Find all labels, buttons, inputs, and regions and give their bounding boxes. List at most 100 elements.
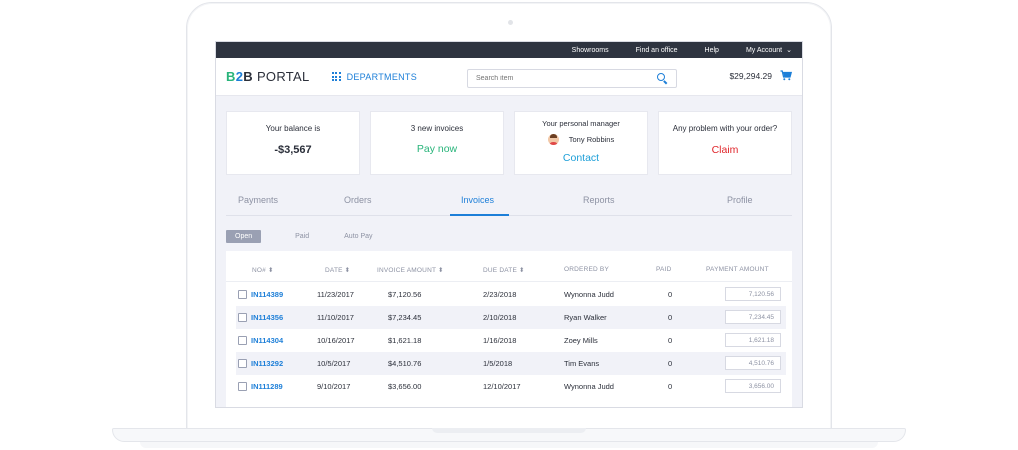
- header-ordered-by: ORDERED BY: [564, 266, 609, 273]
- invoice-amount: $4,510.76: [388, 359, 422, 368]
- header-date[interactable]: DATE ⬍: [325, 267, 351, 274]
- claim-link[interactable]: Claim: [711, 144, 739, 156]
- tab-orders[interactable]: Orders: [344, 195, 372, 205]
- logo[interactable]: B2B PORTAL: [226, 69, 310, 84]
- grid-icon: [331, 72, 341, 81]
- row-checkbox[interactable]: [238, 336, 247, 345]
- contact-link[interactable]: Contact: [562, 152, 600, 164]
- invoice-number-link[interactable]: IN111289: [251, 382, 283, 391]
- search-input[interactable]: [476, 75, 646, 82]
- my-account-label: My Account: [745, 47, 783, 54]
- active-tab-indicator: [450, 214, 509, 216]
- departments-label: DEPARTMENTS: [346, 71, 418, 82]
- cart-total: $29,294.29: [729, 70, 772, 81]
- main-tabs: Payments Orders Invoices Reports Profile: [226, 186, 792, 216]
- balance-label: Your balance is: [265, 124, 321, 133]
- camera-dot: [508, 20, 513, 25]
- invoice-date: 11/23/2017: [317, 290, 354, 299]
- pay-now-link[interactable]: Pay now: [416, 143, 458, 155]
- my-account-menu[interactable]: My Account ⌄: [746, 46, 792, 54]
- tab-reports[interactable]: Reports: [583, 195, 615, 205]
- header-divider: [226, 281, 792, 282]
- due-date: 2/10/2018: [483, 313, 517, 322]
- payment-amount-field[interactable]: [725, 310, 781, 324]
- payment-amount-field[interactable]: [725, 379, 781, 393]
- search-icon[interactable]: [657, 73, 668, 85]
- problem-label: Any problem with your order?: [672, 124, 778, 133]
- tab-payments[interactable]: Payments: [238, 195, 279, 205]
- invoice-date: 10/16/2017: [317, 336, 355, 345]
- showrooms-link[interactable]: Showrooms: [571, 46, 609, 54]
- subtab-paid[interactable]: Paid: [295, 233, 310, 240]
- paid-value: 0: [668, 359, 673, 368]
- avatar: [547, 134, 559, 145]
- invoice-filter-tabs: Open Paid Auto Pay: [216, 230, 802, 243]
- tab-invoices[interactable]: Invoices: [461, 195, 495, 205]
- row-checkbox[interactable]: [238, 359, 247, 368]
- invoices-table: NO# ⬍ DATE ⬍ INVOICE AMOUNT ⬍ DUE DATE ⬍…: [226, 251, 792, 407]
- paid-value: 0: [668, 290, 673, 299]
- row-checkbox[interactable]: [238, 382, 247, 391]
- balance-card: Your balance is -$3,567: [226, 111, 360, 175]
- laptop-shadow: [140, 442, 878, 448]
- due-date: 1/5/2018: [483, 359, 513, 368]
- chevron-down-icon: ⌄: [786, 47, 792, 54]
- header-paid: PAID: [656, 266, 672, 273]
- subtab-auto-pay[interactable]: Auto Pay: [344, 233, 373, 240]
- manager-name: Tony Robbins: [568, 135, 615, 144]
- invoices-card: 3 new invoices Pay now: [370, 111, 504, 175]
- paid-value: 0: [668, 336, 673, 345]
- invoice-number-link[interactable]: IN114389: [251, 290, 284, 299]
- subtab-open[interactable]: Open: [226, 230, 262, 243]
- ordered-by: Tim Evans: [564, 359, 600, 368]
- manager-row: Tony Robbins: [515, 134, 647, 145]
- invoice-amount: $1,621.18: [388, 336, 422, 345]
- screen: Showrooms Find an office Help My Account…: [215, 41, 803, 408]
- paid-value: 0: [668, 313, 673, 322]
- balance-value: -$3,567: [274, 144, 312, 156]
- table-row: IN114389 11/23/2017 $7,120.56 2/23/2018 …: [236, 283, 786, 306]
- table-row: IN113292 10/5/2017 $4,510.76 1/5/2018 Ti…: [236, 352, 786, 375]
- due-date: 1/16/2018: [483, 336, 517, 345]
- header-no[interactable]: NO# ⬍: [252, 267, 274, 274]
- ordered-by: Wynonna Judd: [564, 290, 614, 299]
- table-row: IN114356 11/10/2017 $7,234.45 2/10/2018 …: [236, 306, 786, 329]
- header-due-date[interactable]: DUE DATE ⬍: [483, 267, 525, 274]
- new-invoices-label: 3 new invoices: [410, 124, 464, 133]
- tab-profile[interactable]: Profile: [727, 195, 753, 205]
- manager-card: Your personal manager Tony Robbins Conta…: [514, 111, 648, 175]
- due-date: 12/10/2017: [483, 382, 521, 391]
- invoice-amount: $7,234.45: [388, 313, 422, 322]
- invoice-date: 11/10/2017: [317, 313, 354, 322]
- header-invoice-amount[interactable]: INVOICE AMOUNT ⬍: [377, 267, 444, 274]
- summary-cards: Your balance is -$3,567 3 new invoices P…: [216, 96, 802, 175]
- payment-amount-field[interactable]: [725, 333, 781, 347]
- cart-icon: [780, 70, 792, 81]
- departments-menu[interactable]: DEPARTMENTS: [331, 71, 418, 82]
- invoice-number-link[interactable]: IN114304: [251, 336, 284, 345]
- ordered-by: Ryan Walker: [564, 313, 607, 322]
- ordered-by: Wynonna Judd: [564, 382, 614, 391]
- cart-summary[interactable]: $29,294.29: [729, 70, 792, 81]
- invoice-date: 10/5/2017: [317, 359, 351, 368]
- invoice-number-link[interactable]: IN114356: [251, 313, 284, 322]
- find-office-link[interactable]: Find an office: [635, 46, 678, 54]
- payment-amount-field[interactable]: [725, 287, 781, 301]
- ordered-by: Zoey Mills: [564, 336, 598, 345]
- search-box: [467, 69, 677, 88]
- due-date: 2/23/2018: [483, 290, 517, 299]
- invoice-date: 9/10/2017: [317, 382, 351, 391]
- table-row: IN114304 10/16/2017 $1,621.18 1/16/2018 …: [236, 329, 786, 352]
- help-link[interactable]: Help: [704, 46, 719, 54]
- invoice-number-link[interactable]: IN113292: [251, 359, 284, 368]
- manager-label: Your personal manager: [542, 119, 620, 128]
- claim-card: Any problem with your order? Claim: [658, 111, 792, 175]
- laptop-notch: [432, 428, 586, 433]
- logo-portal: PORTAL: [256, 69, 310, 84]
- row-checkbox[interactable]: [238, 290, 247, 299]
- payment-amount-field[interactable]: [725, 356, 781, 370]
- logo-2: 2: [235, 69, 244, 84]
- paid-value: 0: [668, 382, 673, 391]
- row-checkbox[interactable]: [238, 313, 247, 322]
